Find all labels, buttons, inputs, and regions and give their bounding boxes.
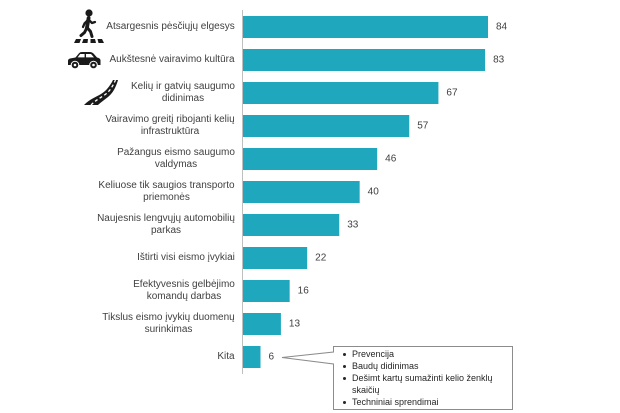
- value-label: 46: [385, 154, 397, 165]
- category-label: Efektyvesnis gelbėjimo komandų darbas: [133, 279, 235, 302]
- bar-10: [243, 313, 281, 335]
- bullet-icon: [343, 364, 346, 368]
- category-label: Kelių ir gatvių saugumo didinimas: [131, 81, 235, 104]
- value-label: 16: [298, 286, 310, 297]
- value-label: 40: [368, 187, 380, 198]
- callout-item: Dešimt kartų sumažinti kelio ženklų skai…: [342, 372, 504, 396]
- callout-item-text: Dešimt kartų sumažinti kelio ženklų skai…: [352, 373, 493, 395]
- callout-box: [281, 346, 513, 410]
- value-label: 57: [417, 121, 429, 132]
- bar-7: [243, 214, 340, 236]
- category-label: Naujesnis lengvųjų automobilių parkas: [97, 213, 235, 236]
- car-icon: [68, 52, 101, 70]
- bar-5: [243, 148, 378, 170]
- value-label: 33: [347, 220, 359, 231]
- callout-item-text: Prevencija: [352, 349, 395, 359]
- value-label: 84: [496, 22, 508, 33]
- bar-9: [243, 280, 290, 302]
- category-label: Keliuose tik saugios transporto priemonė…: [98, 180, 235, 203]
- road-icon: [84, 79, 118, 106]
- category-label: Pažangus eismo saugumo valdymas: [117, 147, 235, 170]
- category-label: Vairavimo greitį ribojanti kelių infrast…: [105, 114, 235, 137]
- bar-3: [243, 82, 439, 104]
- bullet-icon: [343, 400, 346, 404]
- value-labels: 84 83 67 57 46 40 33 22 16 13 6: [269, 22, 508, 363]
- category-label: Tikslus eismo įvykių duomenų surinkimas: [102, 312, 235, 335]
- callout-item: Techniniai sprendimai: [342, 396, 504, 408]
- bar-1: [243, 16, 488, 38]
- value-label: 13: [289, 319, 301, 330]
- bar-4: [243, 115, 410, 137]
- callout-item: Baudų didinimas: [342, 360, 504, 372]
- bar-6: [243, 181, 360, 203]
- bar-11: [243, 346, 261, 368]
- bar-8: [243, 247, 308, 269]
- bullet-icon: [343, 352, 346, 356]
- bullet-icon: [343, 376, 346, 380]
- value-label: 22: [315, 253, 327, 264]
- callout-list: Prevencija Baudų didinimas Dešimt kartų …: [342, 348, 504, 408]
- pedestrian-icon: [74, 9, 104, 43]
- callout-item-text: Baudų didinimas: [352, 361, 419, 371]
- value-label: 67: [446, 88, 458, 99]
- callout-item: Prevencija: [342, 348, 504, 360]
- category-label: Ištirti visi eismo įvykiai: [137, 252, 235, 263]
- bar-series: [243, 16, 488, 368]
- callout-item-text: Techniniai sprendimai: [352, 397, 439, 407]
- value-label: 83: [493, 55, 505, 66]
- value-label: 6: [269, 352, 275, 363]
- bar-2: [243, 49, 486, 71]
- category-label: Aukštesnė vairavimo kultūra: [109, 54, 235, 65]
- category-label: Kita: [217, 351, 235, 362]
- callout-text: Prevencija Baudų didinimas Dešimt kartų …: [334, 347, 510, 408]
- category-label: Atsargesnis pėsčiųjų elgesys: [106, 21, 235, 32]
